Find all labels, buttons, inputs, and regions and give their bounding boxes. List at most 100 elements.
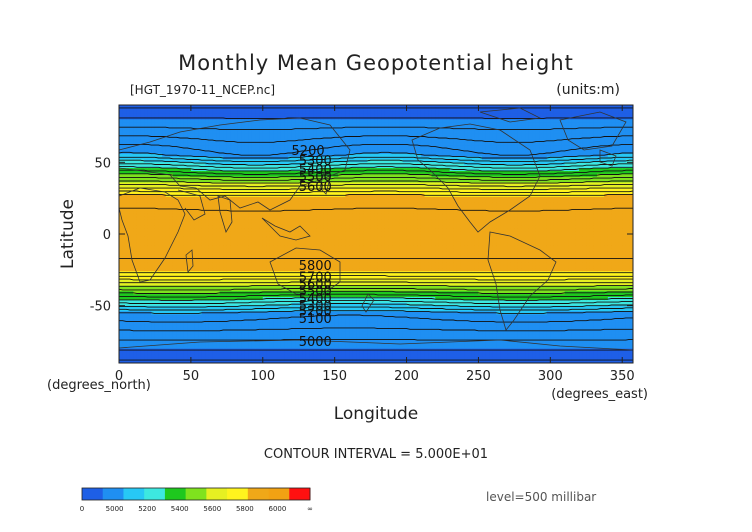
contour-band-cell [136, 170, 142, 175]
contour-band-cell [176, 162, 181, 166]
contour-band-cell [230, 148, 235, 152]
contour-band-cell [119, 282, 124, 287]
contour-band-cell [208, 211, 214, 215]
contour-band-cell [248, 234, 253, 238]
contour-band-cell [122, 259, 127, 264]
contour-band-cell [216, 110, 221, 115]
contour-band-cell [255, 325, 260, 330]
contour-band-cell [129, 351, 134, 355]
contour-band-cell [237, 182, 242, 186]
contour-band-cell [129, 105, 134, 109]
contour-band-cell [180, 317, 185, 321]
contour-band-cell [147, 193, 152, 198]
contour-band-cell [133, 345, 138, 350]
contour-band-cell [140, 297, 145, 301]
contour-band-cell [194, 211, 199, 215]
contour-band-cell [255, 148, 260, 152]
contour-band-cell [248, 196, 253, 201]
contour-band-cell [234, 248, 239, 252]
contour-band-cell [198, 254, 203, 258]
contour-band-cell [169, 340, 174, 344]
contour-band-cell [176, 279, 181, 284]
contour-band-cell [158, 216, 163, 221]
contour-band-cell [201, 176, 206, 181]
contour-band-cell [208, 127, 214, 132]
contour-band-cell [255, 254, 260, 258]
contour-band-cell [172, 205, 178, 209]
contour-band-cell [158, 239, 163, 244]
contour-band-cell [187, 159, 192, 163]
contour-band-cell [126, 159, 131, 163]
contour-band-cell [154, 199, 160, 204]
contour-band-cell [136, 173, 142, 178]
contour-band-cell [219, 176, 224, 181]
contour-band-cell [223, 168, 228, 172]
contour-band-cell [162, 242, 167, 247]
contour-band-cell [136, 314, 142, 318]
contour-band-cell [183, 182, 188, 186]
contour-band-cell [144, 317, 149, 321]
contour-band-cell [212, 354, 217, 358]
contour-band-cell [230, 337, 235, 341]
contour-band-cell [208, 176, 214, 181]
contour-band-cell [219, 297, 224, 301]
contour-band-cell [259, 119, 264, 123]
contour-band-cell [216, 182, 221, 186]
contour-band-cell [259, 170, 264, 175]
contour-band-cell [198, 328, 203, 333]
contour-band-cell [262, 168, 267, 172]
contour-band-cell [248, 179, 253, 183]
contour-band-cell [154, 245, 160, 249]
contour-band-cell [251, 105, 257, 109]
contour-band-cell [237, 251, 242, 255]
contour-band-cell [248, 231, 253, 235]
contour-band-cell [136, 188, 142, 192]
contour-band-cell [190, 351, 196, 355]
contour-band-cell [176, 170, 181, 175]
contour-band-cell [147, 331, 152, 335]
contour-band-cell [251, 219, 257, 224]
contour-band-cell [154, 299, 160, 304]
contour-band-cell [198, 182, 203, 186]
contour-band-cell [201, 242, 206, 247]
contour-band-cell [216, 279, 221, 284]
contour-band-cell [172, 188, 178, 192]
contour-band-cell [169, 150, 174, 155]
contour-band-cell [248, 219, 253, 224]
contour-band-cell [180, 311, 185, 315]
contour-band-cell [187, 156, 192, 161]
contour-band-cell [190, 322, 196, 327]
contour-band-cell [212, 133, 217, 138]
contour-band-cell [234, 170, 239, 175]
contour-band-cell [219, 317, 224, 321]
contour-band-cell [133, 228, 138, 232]
contour-band-cell [262, 113, 267, 118]
contour-band-cell [133, 136, 138, 140]
contour-band-cell [144, 328, 149, 333]
contour-band-cell [172, 148, 178, 152]
contour-band-cell [162, 294, 167, 298]
contour-band-cell [262, 130, 267, 135]
contour-band-cell [162, 351, 167, 355]
contour-band-cell [198, 162, 203, 166]
contour-band-cell [212, 285, 217, 290]
contour-band-cell [251, 179, 257, 183]
contour-band-cell [241, 168, 246, 172]
contour-band-cell [216, 211, 221, 215]
contour-band-cell [154, 234, 160, 238]
contour-band-cell [190, 205, 196, 209]
contour-band-cell [147, 142, 152, 146]
contour-band-cell [259, 107, 264, 112]
contour-band-cell [151, 239, 156, 244]
contour-band-cell [255, 305, 260, 310]
contour-band-cell [172, 162, 178, 166]
contour-band-cell [219, 236, 224, 241]
contour-band-cell [165, 202, 170, 206]
contour-band-cell [158, 211, 163, 215]
contour-band-cell [119, 136, 124, 140]
contour-band-cell [226, 245, 232, 249]
contour-band-cell [158, 268, 163, 272]
contour-band-cell [169, 173, 174, 178]
contour-band-cell [119, 234, 124, 238]
contour-band-cell [194, 277, 199, 281]
